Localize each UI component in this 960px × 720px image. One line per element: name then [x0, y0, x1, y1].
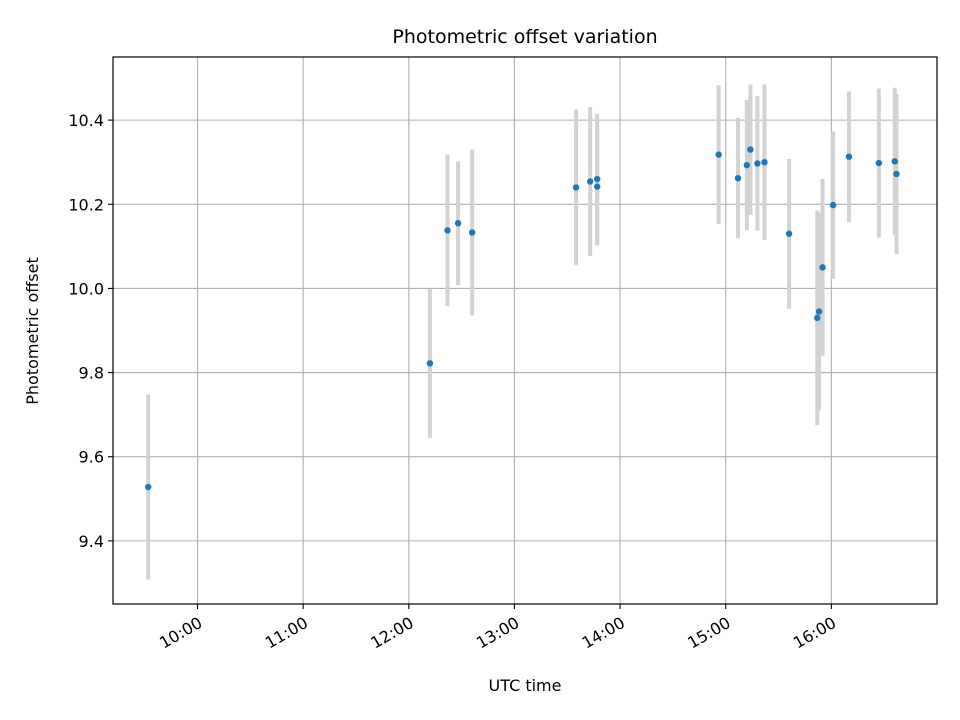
data-point [845, 153, 853, 160]
data-points [145, 146, 900, 491]
data-point [593, 183, 601, 190]
data-point [586, 178, 594, 185]
data-point [754, 160, 761, 167]
data-point [761, 158, 768, 166]
data-point [891, 158, 898, 165]
data-point [814, 314, 821, 322]
data-point [785, 230, 793, 237]
data-point [743, 161, 751, 169]
data-point [444, 227, 451, 234]
grid [113, 57, 937, 604]
y-axis-label: Photometric offset [23, 257, 42, 405]
data-point [734, 174, 742, 182]
data-point [145, 483, 152, 491]
y-tick-label: 10.2 [68, 195, 104, 214]
data-point [819, 264, 826, 271]
y-tick-label: 9.8 [79, 364, 104, 383]
y-tick-label: 10.0 [68, 279, 104, 298]
data-point [893, 170, 900, 178]
data-point [875, 159, 883, 167]
y-axis-ticks: 9.4 9.6 9.8 10.0 10.2 10.4 [68, 111, 113, 551]
data-point [454, 220, 462, 227]
data-point [468, 229, 476, 236]
data-point [829, 201, 837, 209]
data-point [572, 184, 580, 191]
data-point [715, 151, 722, 158]
chart-title: Photometric offset variation [392, 26, 657, 48]
data-point [593, 175, 601, 183]
data-point [815, 308, 823, 315]
x-axis-label: UTC time [489, 676, 562, 695]
y-tick-label: 9.6 [79, 448, 104, 467]
y-tick-label: 10.4 [68, 111, 104, 130]
y-tick-label: 9.4 [79, 532, 104, 551]
plot-frame [112, 56, 938, 605]
data-point [747, 146, 754, 153]
data-point [426, 360, 434, 367]
